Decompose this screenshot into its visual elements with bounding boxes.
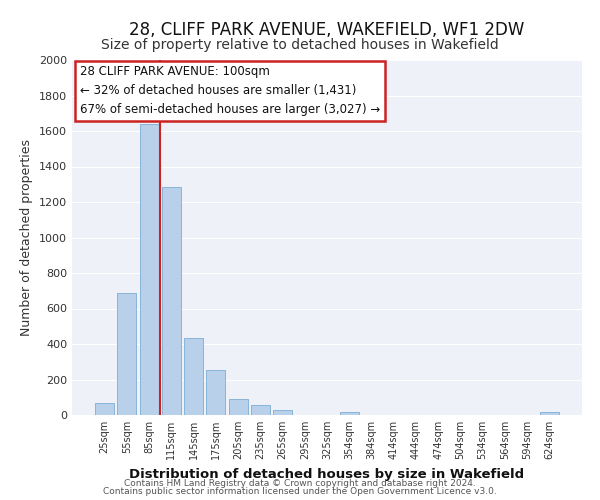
Text: Contains public sector information licensed under the Open Government Licence v3: Contains public sector information licen…: [103, 487, 497, 496]
Bar: [95, 404, 114, 415]
Bar: [340, 412, 359, 415]
Y-axis label: Number of detached properties: Number of detached properties: [20, 139, 34, 336]
Bar: [162, 187, 181, 415]
X-axis label: Distribution of detached houses by size in Wakefield: Distribution of detached houses by size …: [130, 468, 524, 480]
Bar: [118, 292, 136, 415]
Bar: [251, 405, 270, 415]
Bar: [206, 370, 225, 415]
Text: 28 CLIFF PARK AVENUE: 100sqm
← 32% of detached houses are smaller (1,431)
67% of: 28 CLIFF PARK AVENUE: 100sqm ← 32% of de…: [80, 66, 380, 116]
Text: Size of property relative to detached houses in Wakefield: Size of property relative to detached ho…: [101, 38, 499, 52]
Bar: [540, 412, 559, 415]
Bar: [184, 338, 203, 415]
Bar: [273, 410, 292, 415]
Bar: [229, 399, 248, 415]
Text: Contains HM Land Registry data © Crown copyright and database right 2024.: Contains HM Land Registry data © Crown c…: [124, 478, 476, 488]
Bar: [140, 124, 158, 415]
Title: 28, CLIFF PARK AVENUE, WAKEFIELD, WF1 2DW: 28, CLIFF PARK AVENUE, WAKEFIELD, WF1 2D…: [130, 21, 524, 39]
